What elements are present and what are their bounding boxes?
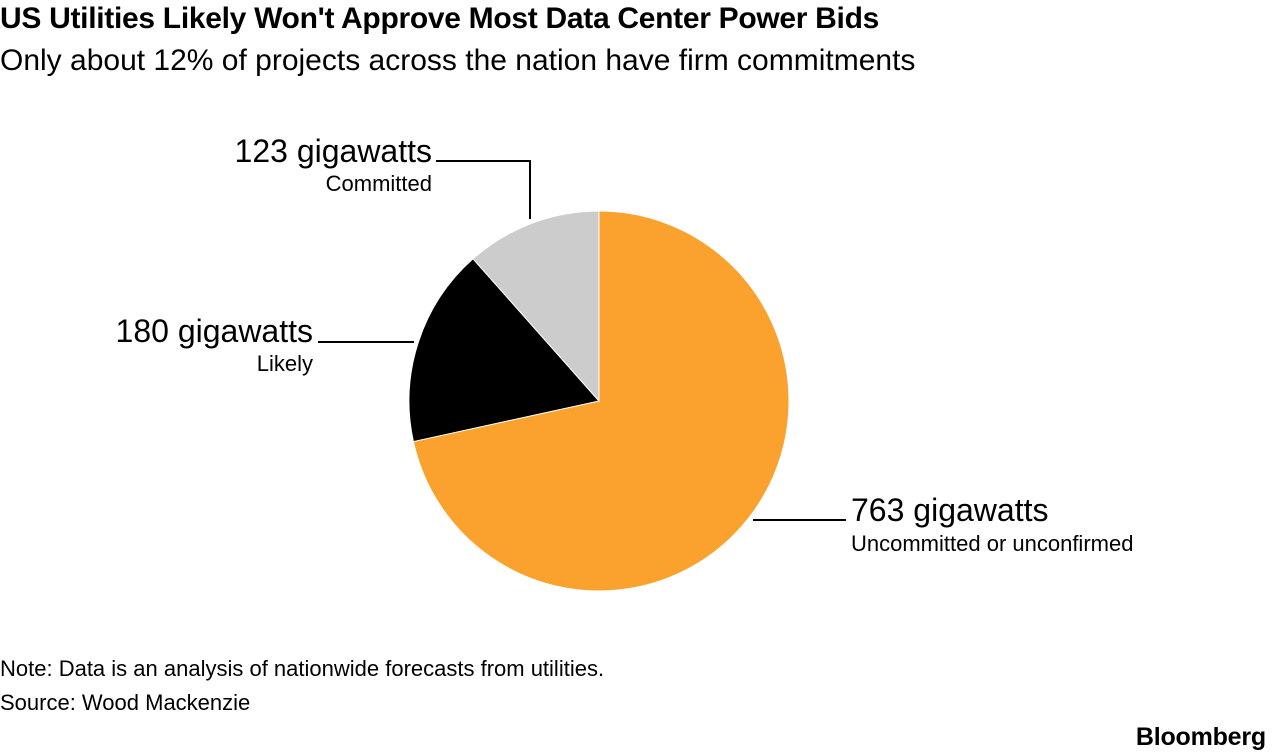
- bloomberg-logo: Bloomberg: [1135, 723, 1266, 751]
- slice-value-label-uncommitted: 763 gigawatts: [851, 492, 1048, 528]
- slice-category-label-likely: Likely: [257, 351, 313, 376]
- chart-note: Note: Data is an analysis of nationwide …: [0, 656, 605, 681]
- slice-category-label-committed: Committed: [326, 171, 432, 196]
- pie-slice-uncommitted-or-unconfirmed: [412, 210, 790, 592]
- chart-title: US Utilities Likely Won't Approve Most D…: [0, 2, 879, 35]
- pie-slice-likely: [408, 258, 600, 443]
- chart-source: Source: Wood Mackenzie: [0, 690, 251, 715]
- pie-slice-committed: [472, 210, 600, 403]
- chart-subtitle: Only about 12% of projects across the na…: [0, 44, 916, 77]
- pie-slices: [408, 210, 790, 592]
- slice-value-label-committed: 123 gigawatts: [235, 133, 432, 169]
- leader-line-committed: [436, 160, 531, 219]
- slice-category-label-uncommitted: Uncommitted or unconfirmed: [851, 531, 1133, 556]
- slice-value-label-likely: 180 gigawatts: [116, 313, 313, 349]
